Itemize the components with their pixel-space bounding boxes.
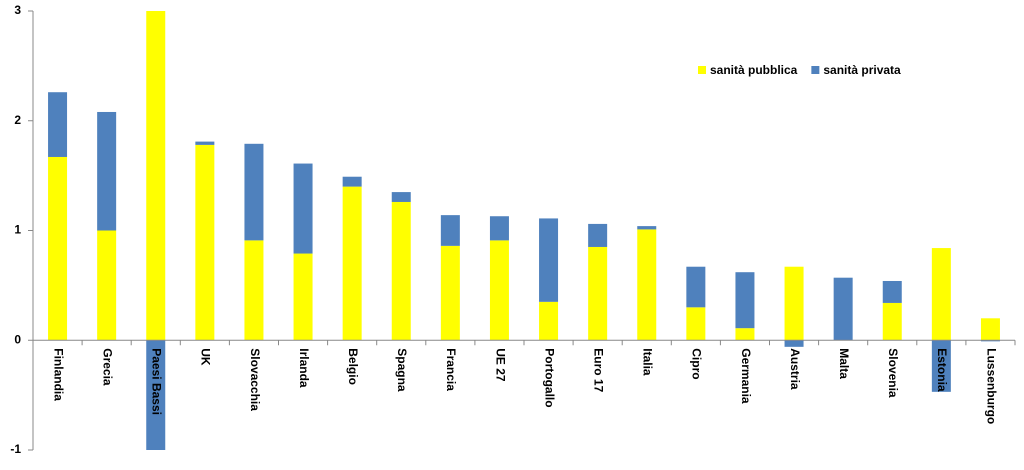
legend-swatch [811, 66, 820, 74]
bar [637, 229, 657, 341]
bar [391, 192, 411, 202]
bar [342, 186, 362, 341]
bar [440, 215, 460, 246]
bar [784, 266, 804, 341]
bar [391, 201, 411, 341]
y-tick-label: -1 [10, 442, 21, 456]
bar [489, 240, 509, 341]
y-tick-label: 3 [14, 3, 21, 17]
bar [931, 248, 951, 341]
x-tick-label: Paesi Bassi [150, 348, 164, 415]
x-tick-label: Italia [641, 348, 655, 376]
bar [686, 307, 706, 341]
bar [882, 280, 902, 303]
legend-label: sanità privata [823, 63, 901, 77]
bar [97, 111, 117, 231]
bar [539, 301, 559, 341]
x-tick-label: Austria [788, 348, 802, 390]
x-tick-label: Lussenburgo [984, 348, 998, 424]
x-tick-label: Irlanda [297, 348, 311, 388]
bar [48, 92, 68, 157]
x-tick-label: Grecia [100, 348, 114, 386]
legend-swatch [698, 66, 706, 74]
x-tick-label: UE 27 [493, 348, 507, 382]
bar [588, 246, 608, 341]
x-tick-label: UK [199, 348, 213, 366]
bar [489, 216, 509, 241]
x-tick-label: Estonia [935, 348, 949, 392]
x-tick-label: Belgio [346, 348, 360, 385]
x-tick-label: Francia [444, 348, 458, 391]
x-tick-label: Cipro [690, 348, 704, 379]
x-tick-label: Germania [739, 348, 753, 404]
bar [686, 266, 706, 308]
bar [195, 141, 215, 145]
bar [146, 340, 166, 450]
x-tick-label: Slovenia [886, 348, 900, 398]
bar [980, 318, 1000, 341]
bar [48, 156, 68, 341]
bar [146, 11, 166, 341]
y-tick-label: 0 [14, 332, 21, 346]
bar [539, 218, 559, 302]
y-tick-label: 1 [14, 223, 21, 237]
bar [735, 328, 755, 341]
bar [784, 340, 804, 347]
x-tick-label: Portogallo [542, 348, 556, 407]
bar [244, 143, 264, 241]
bar [833, 277, 853, 341]
bar [293, 253, 313, 341]
bar [195, 144, 215, 341]
legend-label: sanità pubblica [710, 63, 798, 77]
bar [882, 302, 902, 341]
bar [637, 226, 657, 230]
bar [97, 230, 117, 341]
y-tick-label: 2 [14, 113, 21, 127]
x-tick-label: Spagna [395, 348, 409, 392]
x-tick-label: Euro 17 [591, 348, 605, 392]
x-tick-label: Malta [837, 348, 851, 379]
bar [980, 340, 1000, 342]
bar [293, 163, 313, 254]
bar [440, 245, 460, 341]
bar [342, 176, 362, 187]
bar [735, 272, 755, 329]
x-tick-label: Finlandia [51, 348, 65, 401]
bar [931, 340, 951, 392]
bar [244, 240, 264, 341]
x-tick-label: Slovacchia [248, 348, 262, 411]
bar [588, 223, 608, 247]
